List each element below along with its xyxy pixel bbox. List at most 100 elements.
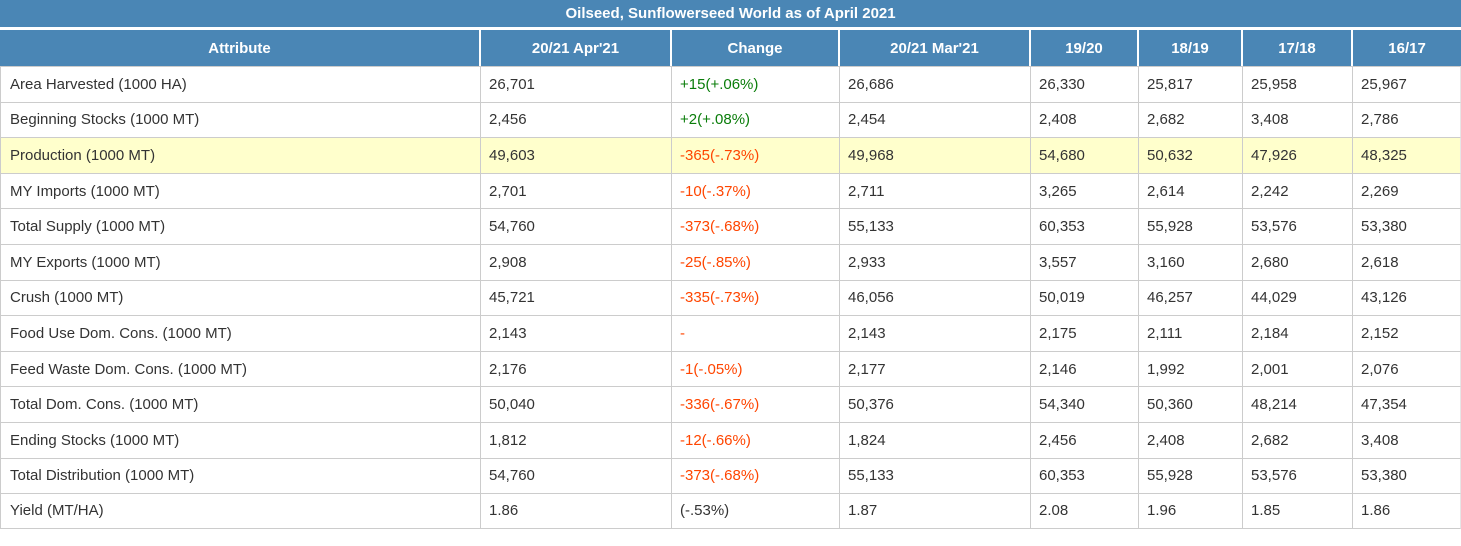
cell-y18_19: 2,111 [1139, 315, 1243, 351]
cell-y16_17: 53,380 [1353, 457, 1461, 494]
cell-y17_18: 2,680 [1243, 243, 1353, 280]
cell-apr21: 50,040 [481, 386, 672, 422]
cell-attribute: Ending Stocks (1000 MT) [0, 421, 481, 458]
cell-mar21: 1,824 [840, 421, 1031, 458]
table-row: Crush (1000 MT) 45,721 -335(-.73%) 46,056 50… [0, 279, 1461, 316]
cell-y18_19: 46,257 [1139, 279, 1243, 316]
column-header-attribute: Attribute [0, 30, 481, 66]
cell-y17_18: 1.85 [1243, 493, 1353, 529]
cell-y17_18: 47,926 [1243, 137, 1353, 173]
table-title: Oilseed, Sunflowerseed World as of April… [0, 0, 1461, 30]
table-row: Total Distribution (1000 MT) 54,760 -373(-… [0, 457, 1461, 494]
table-row: Feed Waste Dom. Cons. (1000 MT) 2,176 -1(-… [0, 350, 1461, 387]
cell-y19_20: 60,353 [1031, 457, 1139, 494]
cell-y18_19: 1,992 [1139, 350, 1243, 387]
table-row: Total Dom. Cons. (1000 MT) 50,040 -336(-.6… [0, 386, 1461, 422]
cell-change: -25(-.85%) [672, 243, 840, 280]
cell-y19_20: 54,340 [1031, 386, 1139, 422]
cell-y18_19: 50,360 [1139, 386, 1243, 422]
cell-mar21: 2,711 [840, 172, 1031, 209]
cell-y19_20: 2,408 [1031, 101, 1139, 138]
cell-mar21: 26,686 [840, 66, 1031, 102]
cell-y16_17: 2,786 [1353, 101, 1461, 138]
cell-y17_18: 2,242 [1243, 172, 1353, 209]
cell-y18_19: 3,160 [1139, 243, 1243, 280]
table-row: MY Imports (1000 MT) 2,701 -10(-.37%) 2,711… [0, 172, 1461, 209]
cell-change: -10(-.37%) [672, 172, 840, 209]
cell-attribute: Production (1000 MT) [0, 137, 481, 173]
cell-attribute: Area Harvested (1000 HA) [0, 66, 481, 102]
cell-y16_17: 43,126 [1353, 279, 1461, 316]
cell-attribute: MY Exports (1000 MT) [0, 243, 481, 280]
cell-attribute: Food Use Dom. Cons. (1000 MT) [0, 315, 481, 351]
cell-mar21: 50,376 [840, 386, 1031, 422]
cell-y16_17: 53,380 [1353, 208, 1461, 244]
cell-apr21: 1.86 [481, 493, 672, 529]
cell-y18_19: 2,682 [1139, 101, 1243, 138]
cell-apr21: 1,812 [481, 421, 672, 458]
cell-y17_18: 25,958 [1243, 66, 1353, 102]
cell-y16_17: 2,076 [1353, 350, 1461, 387]
column-header-row: Attribute 20/21 Apr'21 Change 20/21 Mar'21 1… [0, 30, 1461, 66]
cell-apr21: 2,701 [481, 172, 672, 209]
table-row: Total Supply (1000 MT) 54,760 -373(-.68%) 5… [0, 208, 1461, 244]
cell-y16_17: 47,354 [1353, 386, 1461, 422]
column-header-y16_17: 16/17 [1353, 30, 1461, 66]
cell-mar21: 49,968 [840, 137, 1031, 173]
cell-y19_20: 3,265 [1031, 172, 1139, 209]
cell-y19_20: 54,680 [1031, 137, 1139, 173]
cell-y16_17: 25,967 [1353, 66, 1461, 102]
cell-y17_18: 2,682 [1243, 421, 1353, 458]
cell-attribute: Beginning Stocks (1000 MT) [0, 101, 481, 138]
cell-y17_18: 53,576 [1243, 208, 1353, 244]
cell-change: +15(+.06%) [672, 66, 840, 102]
table-row: Area Harvested (1000 HA) 26,701 +15(+.06%)… [0, 66, 1461, 102]
cell-mar21: 46,056 [840, 279, 1031, 316]
cell-y17_18: 2,001 [1243, 350, 1353, 387]
cell-y16_17: 48,325 [1353, 137, 1461, 173]
cell-mar21: 2,933 [840, 243, 1031, 280]
column-header-y18_19: 18/19 [1139, 30, 1243, 66]
cell-attribute: Total Supply (1000 MT) [0, 208, 481, 244]
cell-y16_17: 1.86 [1353, 493, 1461, 529]
cell-y17_18: 44,029 [1243, 279, 1353, 316]
cell-y18_19: 55,928 [1139, 208, 1243, 244]
cell-change: -373(-.68%) [672, 208, 840, 244]
commodity-data-table: Oilseed, Sunflowerseed World as of April… [0, 0, 1461, 529]
cell-change: -1(-.05%) [672, 350, 840, 387]
cell-apr21: 2,456 [481, 101, 672, 138]
cell-y18_19: 55,928 [1139, 457, 1243, 494]
cell-mar21: 2,143 [840, 315, 1031, 351]
cell-attribute: Total Distribution (1000 MT) [0, 457, 481, 494]
cell-mar21: 55,133 [840, 208, 1031, 244]
cell-mar21: 2,454 [840, 101, 1031, 138]
cell-attribute: MY Imports (1000 MT) [0, 172, 481, 209]
table-row: MY Exports (1000 MT) 2,908 -25(-.85%) 2,933… [0, 243, 1461, 280]
cell-apr21: 54,760 [481, 208, 672, 244]
cell-apr21: 2,143 [481, 315, 672, 351]
cell-y17_18: 3,408 [1243, 101, 1353, 138]
cell-mar21: 2,177 [840, 350, 1031, 387]
cell-y19_20: 50,019 [1031, 279, 1139, 316]
cell-y16_17: 2,269 [1353, 172, 1461, 209]
cell-change: -336(-.67%) [672, 386, 840, 422]
cell-y18_19: 1.96 [1139, 493, 1243, 529]
cell-attribute: Yield (MT/HA) [0, 493, 481, 529]
table-row: Beginning Stocks (1000 MT) 2,456 +2(+.08%)… [0, 101, 1461, 138]
cell-y19_20: 2,456 [1031, 421, 1139, 458]
column-header-apr21: 20/21 Apr'21 [481, 30, 672, 66]
cell-change: -335(-.73%) [672, 279, 840, 316]
cell-attribute: Crush (1000 MT) [0, 279, 481, 316]
cell-y19_20: 26,330 [1031, 66, 1139, 102]
cell-mar21: 1.87 [840, 493, 1031, 529]
cell-y19_20: 60,353 [1031, 208, 1139, 244]
cell-y16_17: 2,152 [1353, 315, 1461, 351]
table-body: Area Harvested (1000 HA) 26,701 +15(+.06%)… [0, 66, 1461, 529]
cell-y18_19: 25,817 [1139, 66, 1243, 102]
cell-y16_17: 3,408 [1353, 421, 1461, 458]
cell-y19_20: 2,175 [1031, 315, 1139, 351]
cell-y19_20: 2,146 [1031, 350, 1139, 387]
cell-apr21: 26,701 [481, 66, 672, 102]
cell-change: - [672, 315, 840, 351]
cell-apr21: 2,176 [481, 350, 672, 387]
